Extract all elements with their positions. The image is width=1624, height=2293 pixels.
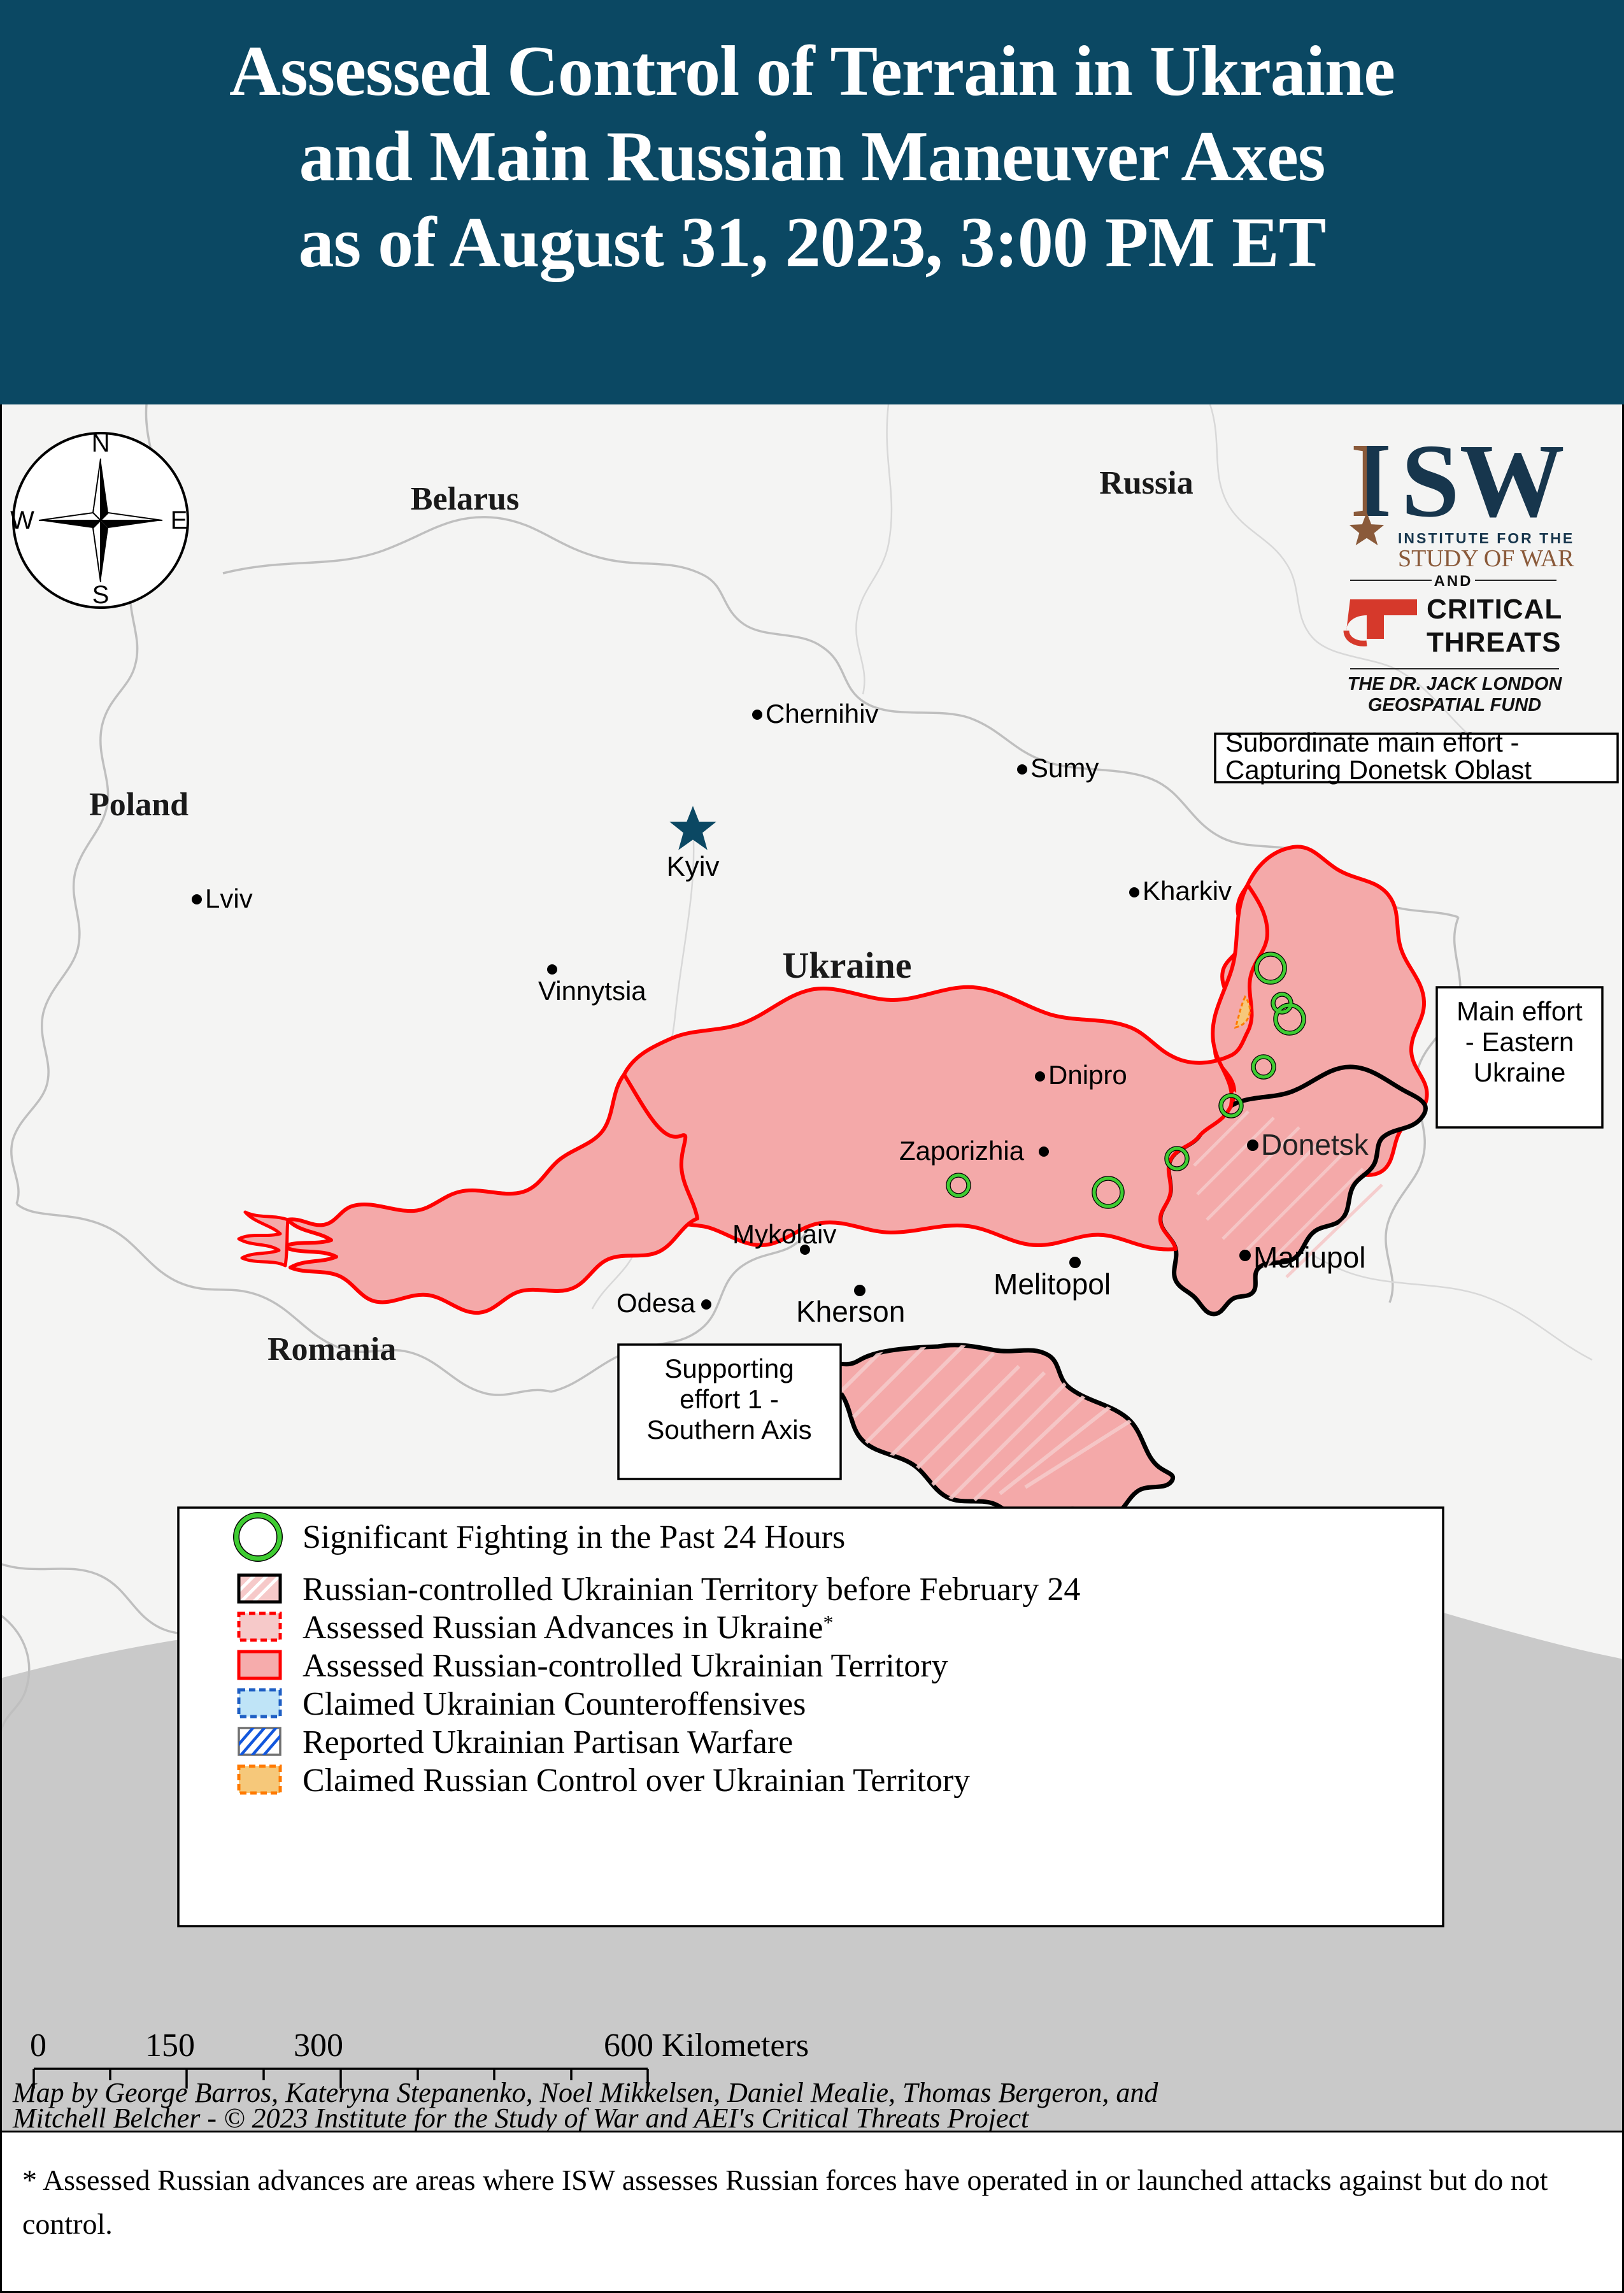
svg-text:Reported Ukrainian Partisan Wa: Reported Ukrainian Partisan Warfare [303,1724,793,1761]
svg-text:Russian-controlled Ukrainian T: Russian-controlled Ukrainian Territory b… [303,1571,1080,1608]
svg-text:AND: AND [1434,573,1473,590]
svg-text:- Eastern: - Eastern [1465,1027,1574,1057]
svg-text:Assessed Russian Advances in U: Assessed Russian Advances in Ukraine* [303,1610,833,1646]
svg-text:E: E [171,506,188,534]
svg-text:Sumy: Sumy [1030,753,1099,783]
svg-text:effort 1 -: effort 1 - [680,1384,779,1414]
svg-text:Poland: Poland [89,787,189,823]
svg-text:0: 0 [30,2027,46,2064]
svg-text:S: S [92,581,110,609]
svg-text:Vinnytsia: Vinnytsia [538,976,646,1006]
svg-text:THREATS: THREATS [1427,627,1562,658]
svg-text:Claimed Russian Control over U: Claimed Russian Control over Ukrainian T… [303,1762,970,1799]
svg-text:Supporting: Supporting [664,1354,794,1383]
svg-text:INSTITUTE FOR THE: INSTITUTE FOR THE [1398,530,1574,546]
svg-text:STUDY OF WAR: STUDY OF WAR [1398,545,1574,572]
svg-text:Mariupol: Mariupol [1253,1241,1365,1274]
svg-text:Southern Axis: Southern Axis [646,1415,811,1445]
svg-text:Zaporizhia: Zaporizhia [899,1136,1025,1166]
svg-text:GEOSPATIAL FUND: GEOSPATIAL FUND [1368,695,1541,715]
svg-text:Chernihiv: Chernihiv [766,699,878,729]
svg-text:Ukraine: Ukraine [783,945,912,986]
svg-text:THE DR. JACK LONDON: THE DR. JACK LONDON [1348,674,1563,694]
svg-text:Kherson: Kherson [796,1295,905,1328]
svg-text:W: W [10,506,34,534]
svg-text:Mykolaiv: Mykolaiv [732,1219,836,1249]
svg-text:Mitchell Belcher - © 2023 Inst: Mitchell Belcher - © 2023 Institute for … [12,2103,1030,2131]
svg-text:600 Kilometers: 600 Kilometers [604,2027,809,2064]
svg-text:Subordinate main effort -: Subordinate main effort - [1225,727,1520,757]
svg-text:N: N [92,429,110,457]
svg-text:Melitopol: Melitopol [994,1268,1111,1301]
svg-text:Lviv: Lviv [205,883,253,913]
svg-text:Kharkiv: Kharkiv [1143,876,1232,906]
svg-text:Odesa: Odesa [616,1288,695,1318]
svg-text:CRITICAL: CRITICAL [1427,594,1562,625]
svg-text:Significant Fighting in the Pa: Significant Fighting in the Past 24 Hour… [303,1519,845,1555]
svg-text:Donetsk: Donetsk [1261,1128,1369,1161]
svg-text:Main effort: Main effort [1457,996,1583,1026]
svg-text:Romania: Romania [267,1331,396,1368]
svg-text:Assessed Russian-controlled Uk: Assessed Russian-controlled Ukrainian Te… [303,1648,948,1684]
svg-text:150: 150 [145,2027,195,2064]
svg-text:Kyiv: Kyiv [666,851,719,882]
svg-text:Russia: Russia [1099,465,1193,501]
svg-text:Dnipro: Dnipro [1048,1060,1127,1090]
svg-text:SW: SW [1401,422,1565,539]
svg-text:Claimed Ukrainian Counteroffen: Claimed Ukrainian Counteroffensives [303,1686,806,1722]
svg-text:Capturing Donetsk Oblast: Capturing Donetsk Oblast [1225,755,1532,785]
svg-text:Belarus: Belarus [411,481,519,517]
svg-text:Ukraine: Ukraine [1474,1057,1566,1087]
svg-text:300: 300 [294,2027,343,2064]
